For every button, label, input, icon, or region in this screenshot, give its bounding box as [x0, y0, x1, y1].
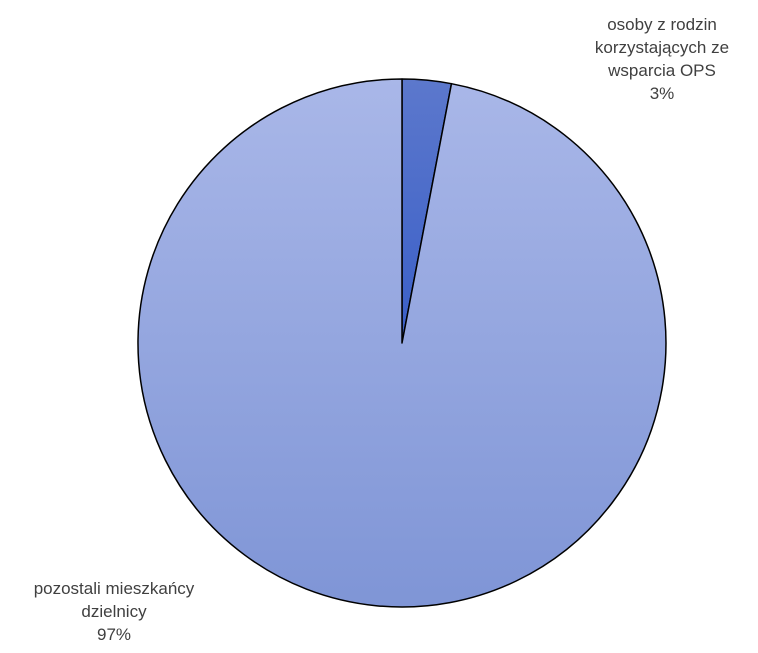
- slice-percent-label: 3%: [650, 84, 675, 103]
- pie-slices: [137, 78, 667, 608]
- slice-category-label: dzielnicy: [81, 602, 147, 621]
- pie-slice-1: [137, 78, 667, 608]
- slice-percent-label: 97%: [97, 625, 131, 644]
- slice-category-label: korzystających ze: [595, 38, 729, 57]
- slice-category-label: wsparcia OPS: [607, 61, 716, 80]
- slice-label-1: pozostali mieszkańcy dzielnicy 97%: [34, 579, 195, 644]
- slice-category-label: pozostali mieszkańcy: [34, 579, 195, 598]
- pie-labels: osoby z rodzin korzystających ze wsparcia …: [34, 15, 729, 644]
- slice-category-label: osoby z rodzin: [607, 15, 717, 34]
- slice-label-0: osoby z rodzin korzystających ze wsparcia …: [595, 15, 729, 103]
